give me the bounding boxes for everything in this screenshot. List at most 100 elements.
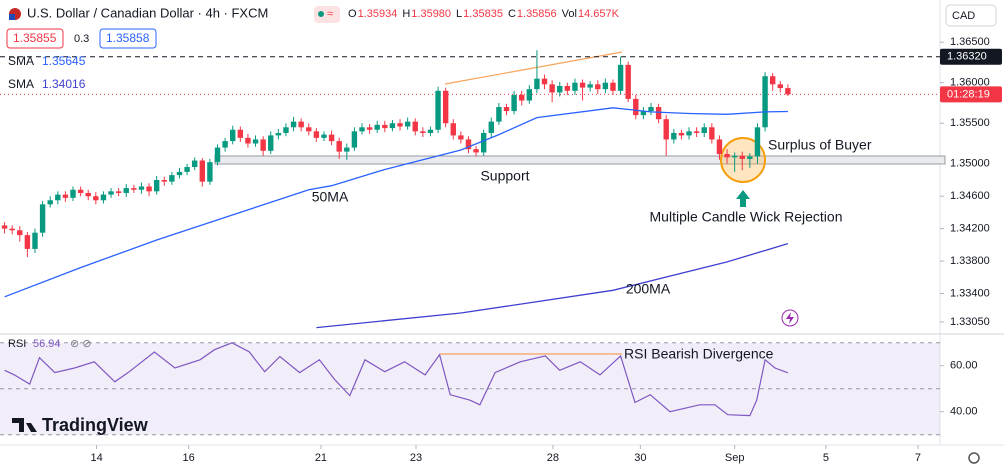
candle-body (245, 137, 251, 144)
annotation: 200MA (626, 281, 671, 297)
candle-body (344, 147, 350, 152)
price-label-box (940, 48, 1002, 65)
candle-body (427, 129, 434, 133)
candle-body (458, 135, 464, 140)
candle-body (55, 194, 61, 201)
status-dot (318, 11, 324, 17)
candle-body (252, 139, 259, 144)
candle-body (146, 186, 152, 192)
candle-body (131, 188, 137, 190)
x-tick-label: 5 (823, 452, 829, 464)
candle-body (199, 160, 205, 182)
candle-body (579, 82, 586, 88)
candle-body (100, 194, 107, 201)
candle-body (693, 131, 700, 133)
candle-body (230, 129, 236, 142)
candle-body (678, 132, 685, 136)
x-tick-label: Sep (725, 452, 745, 464)
compare-button[interactable] (314, 6, 340, 23)
candle-body (648, 107, 654, 112)
candle-body (366, 127, 373, 130)
candle-body (785, 88, 791, 95)
rsi-line (4, 342, 789, 417)
candle-body (93, 196, 99, 201)
y-tick-label: 1.35000 (950, 158, 990, 170)
candle-body (283, 127, 289, 133)
symbol-icon (9, 14, 15, 20)
candle-body (473, 149, 479, 153)
candle-body (503, 107, 510, 112)
rsi-band (0, 342, 940, 435)
annotation: Support (480, 168, 529, 184)
candle-body (526, 89, 533, 101)
candle-body (382, 124, 388, 129)
x-tick-label: 14 (90, 452, 102, 464)
y-tick-label: 1.33400 (950, 287, 990, 299)
sma-line (316, 242, 789, 329)
ohlc-value: 14.657K (578, 8, 620, 20)
ohlc-value: 1.35980 (411, 8, 451, 20)
y-tick-label: 1.36000 (950, 77, 990, 89)
trend-line (444, 51, 623, 85)
candle-body (602, 82, 609, 90)
candle-body (123, 188, 129, 193)
currency: CAD (952, 10, 975, 22)
candle-body (176, 171, 183, 176)
candle-body (686, 131, 692, 136)
ohlc-key: L (456, 8, 462, 20)
annotation: 50MA (312, 189, 349, 205)
currency-button[interactable] (945, 4, 997, 27)
candle-body (85, 192, 91, 197)
ohlc-value: 1.35856 (517, 8, 557, 20)
candle-body (534, 78, 540, 90)
candle-body (275, 132, 282, 136)
candle-body (762, 76, 768, 128)
candle-body (709, 127, 715, 140)
candle-body (184, 167, 190, 172)
candle-body (640, 111, 647, 116)
countdown: 01:28:19 (947, 88, 990, 100)
candle-body (519, 94, 525, 101)
y-tick-label: 40.00 (950, 406, 978, 418)
x-tick-label: 21 (315, 452, 327, 464)
settings-icon[interactable] (968, 452, 980, 464)
ohlc-key: O (348, 8, 357, 20)
candle-body (397, 123, 403, 127)
legend-name: RSI (8, 338, 26, 350)
legend-name: SMA (8, 77, 34, 91)
candle-body (549, 84, 555, 93)
icon: ≈ (327, 8, 333, 20)
legend-value: 56.94 (33, 338, 61, 350)
ohlc-key: H (402, 8, 410, 20)
candle-body (435, 90, 441, 130)
candle-body (617, 64, 624, 91)
sell-button[interactable] (6, 28, 64, 49)
candle-body (587, 84, 593, 88)
candle-body (747, 156, 753, 159)
candle-body (739, 155, 745, 159)
candle-body (450, 123, 456, 136)
symbol-title[interactable]: U.S. Dollar / Canadian Dollar · 4h · FXC… (27, 5, 268, 20)
y-tick-label: 1.33050 (950, 316, 990, 328)
y-tick-label: 1.34600 (950, 190, 990, 202)
candle-body (716, 139, 723, 155)
buy-button[interactable] (99, 28, 157, 49)
candle-body (351, 131, 358, 148)
spread: 0.3 (74, 33, 89, 45)
annotation: Surplus of Buyer (768, 137, 872, 153)
candle-body (32, 232, 38, 249)
candle-body (480, 132, 487, 153)
candle-body (496, 107, 502, 122)
candle-body (153, 180, 160, 192)
brand: TradingView (42, 415, 149, 435)
candle-body (572, 82, 578, 91)
sma-line (4, 107, 788, 298)
candle-body (511, 94, 517, 112)
candle-body (488, 121, 494, 133)
candle-body (663, 119, 669, 140)
candle-body (321, 134, 327, 138)
candle-body (442, 90, 449, 124)
candle-body (336, 141, 342, 152)
ohlc-key: C (508, 8, 516, 20)
